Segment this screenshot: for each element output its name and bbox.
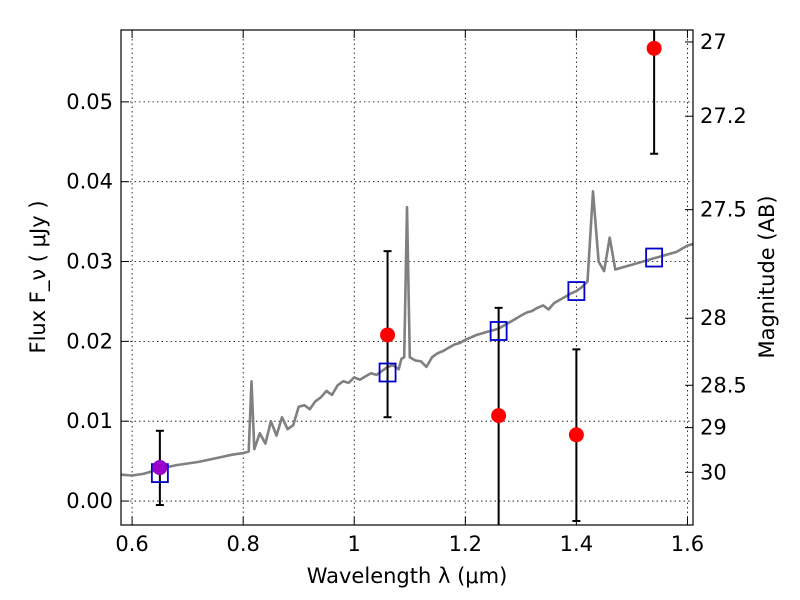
x-axis-title: Wavelength λ (μm) (307, 564, 508, 588)
right-tick-label: 28 (700, 306, 727, 330)
observed-photometry-markers (152, 40, 662, 476)
model-photometry-square (567, 281, 586, 301)
model-spectrum-line (120, 190, 694, 477)
observed-point (380, 327, 396, 343)
right-tick-label: 30 (700, 460, 727, 484)
y-tick-label: 0.03 (66, 250, 113, 274)
right-tick-label: 28.5 (700, 373, 747, 397)
y-tick-labels: 0.00 0.01 0.02 0.03 0.04 0.05 (66, 90, 113, 513)
x-tick-label: 1 (348, 532, 361, 556)
x-tick-label: 0.6 (115, 532, 148, 556)
y-tick-label: 0.05 (66, 90, 113, 114)
x-tick-label: 1.4 (560, 532, 593, 556)
model-spectrum-group (120, 190, 694, 477)
right-tick-label: 27.5 (700, 198, 747, 222)
y-tick-label: 0.01 (66, 409, 113, 433)
right-tick-label: 27 (700, 30, 727, 54)
x-tick-label: 1.2 (449, 532, 482, 556)
observed-point (152, 460, 168, 476)
x-tick-label: 1.6 (671, 532, 704, 556)
y-axis-title: Flux F_ν ( μJy ) (26, 200, 51, 353)
observed-point (491, 408, 507, 424)
error-bars (155, 30, 659, 525)
model-photometry-square (645, 247, 664, 268)
right-tick-label: 29 (700, 416, 727, 440)
y-axis-right-title: Magnitude (AB) (755, 195, 779, 358)
observed-point (646, 40, 662, 56)
y-tick-label: 0.04 (66, 170, 113, 194)
grid-lines (121, 30, 693, 525)
y-tick-label: 0.00 (66, 489, 113, 513)
right-tick-labels: 27 27.2 27.5 28 28.5 29 30 (700, 30, 747, 484)
plot-frame (120, 29, 694, 526)
observed-point (568, 427, 584, 443)
model-photometry-markers (150, 247, 664, 484)
x-tick-labels: 0.6 0.8 1 1.2 1.4 1.6 (115, 532, 704, 556)
right-tick-label: 27.2 (700, 104, 747, 128)
y-tick-label: 0.02 (66, 329, 113, 353)
model-photometry-square (378, 362, 397, 383)
model-photometry-square (489, 321, 508, 341)
axis-ticks (121, 30, 693, 525)
x-tick-label: 0.8 (226, 532, 259, 556)
